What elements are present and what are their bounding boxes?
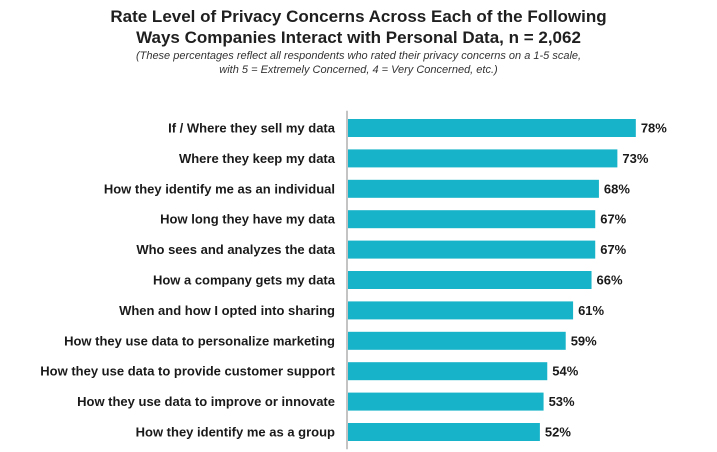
value-label: 54% [552, 364, 578, 379]
bar [348, 119, 636, 137]
category-label: Where they keep my data [179, 151, 336, 166]
bar [348, 240, 596, 259]
bar [348, 392, 544, 411]
chart-subtitle-line-1: (These percentages reflect all responden… [135, 50, 582, 62]
category-label: How they use data to improve or innovate [77, 394, 335, 409]
category-label: When and how I opted into sharing [119, 303, 335, 318]
value-label: 61% [578, 303, 604, 318]
chart-title-line-2: Ways Companies Interact with Personal Da… [136, 28, 581, 47]
value-label: 68% [604, 181, 630, 196]
bar [348, 179, 599, 198]
bar [348, 149, 618, 168]
value-label: 53% [549, 394, 575, 409]
category-label: How they identify me as an individual [104, 181, 335, 196]
chart-subtitle-line-2: with 5 = Extremely Concerned, 4 = Very C… [219, 64, 498, 76]
category-label: Who sees and analyzes the data [136, 242, 335, 257]
value-label: 67% [600, 212, 626, 227]
bar [348, 301, 574, 320]
chart-title: Rate Level of Privacy Concerns Across Ea… [0, 6, 717, 48]
chart-title-line-1: Rate Level of Privacy Concerns Across Ea… [110, 7, 607, 26]
category-label: How long they have my data [160, 212, 336, 227]
chart-subtitle: (These percentages reflect all responden… [0, 49, 717, 77]
category-label: How they identify me as a group [136, 425, 335, 440]
value-label: 73% [622, 151, 648, 166]
bar [348, 271, 592, 289]
category-label: How they use data to personalize marketi… [64, 333, 335, 348]
bar [348, 210, 596, 229]
bar [348, 331, 566, 350]
value-label: 59% [571, 333, 597, 348]
category-label: How they use data to provide customer su… [40, 364, 335, 379]
value-label: 78% [641, 121, 667, 136]
value-label: 52% [545, 425, 571, 440]
bars-layer: If / Where they sell my data 78% Where the… [40, 110, 667, 450]
value-label: 67% [600, 242, 626, 257]
category-label: How a company gets my data [153, 273, 336, 288]
category-label: If / Where they sell my data [168, 121, 336, 136]
bar [348, 362, 548, 381]
bar [348, 423, 540, 441]
value-label: 66% [597, 273, 623, 288]
